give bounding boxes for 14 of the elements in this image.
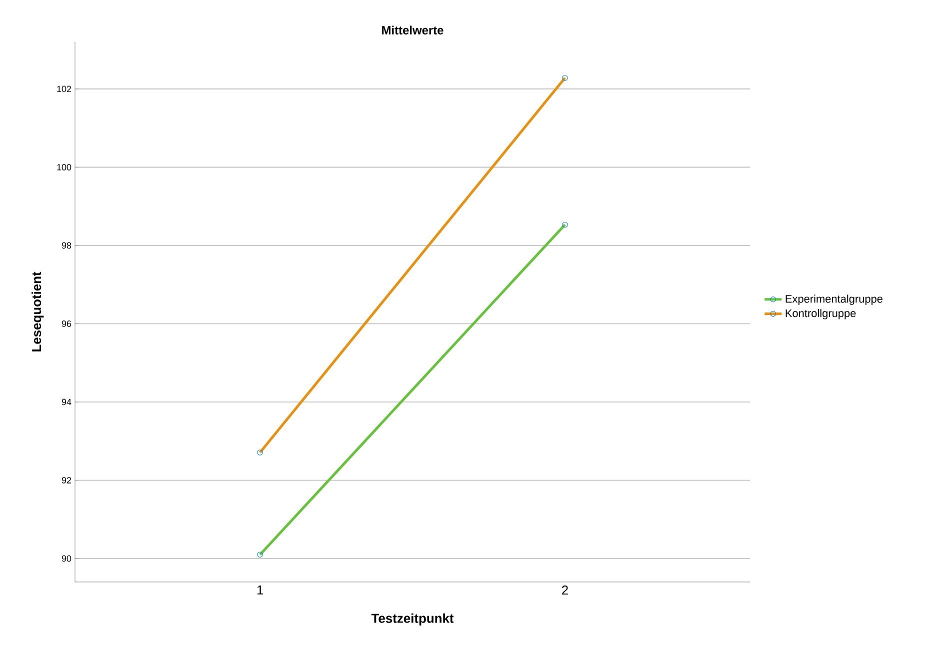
y-axis-title: Lesequotient: [32, 272, 44, 352]
x-tick-label: 1: [257, 586, 264, 594]
y-tick-label: 94: [62, 398, 72, 406]
y-tick-label: 102: [57, 86, 72, 92]
y-tick-label: 96: [62, 320, 72, 327]
legend-label: Kontrollgruppe: [786, 309, 856, 320]
y-tick-label: 90: [62, 555, 72, 562]
chart-title: Mittelwerte: [382, 26, 444, 34]
legend-label: Experimentalgruppe: [786, 294, 882, 305]
y-tick-label: 92: [62, 477, 72, 484]
x-tick-label: 2: [562, 586, 568, 595]
y-tick-label: 100: [57, 164, 72, 170]
y-tick-label: 98: [62, 242, 72, 249]
x-axis-title: Testzeitpunkt: [371, 613, 454, 626]
